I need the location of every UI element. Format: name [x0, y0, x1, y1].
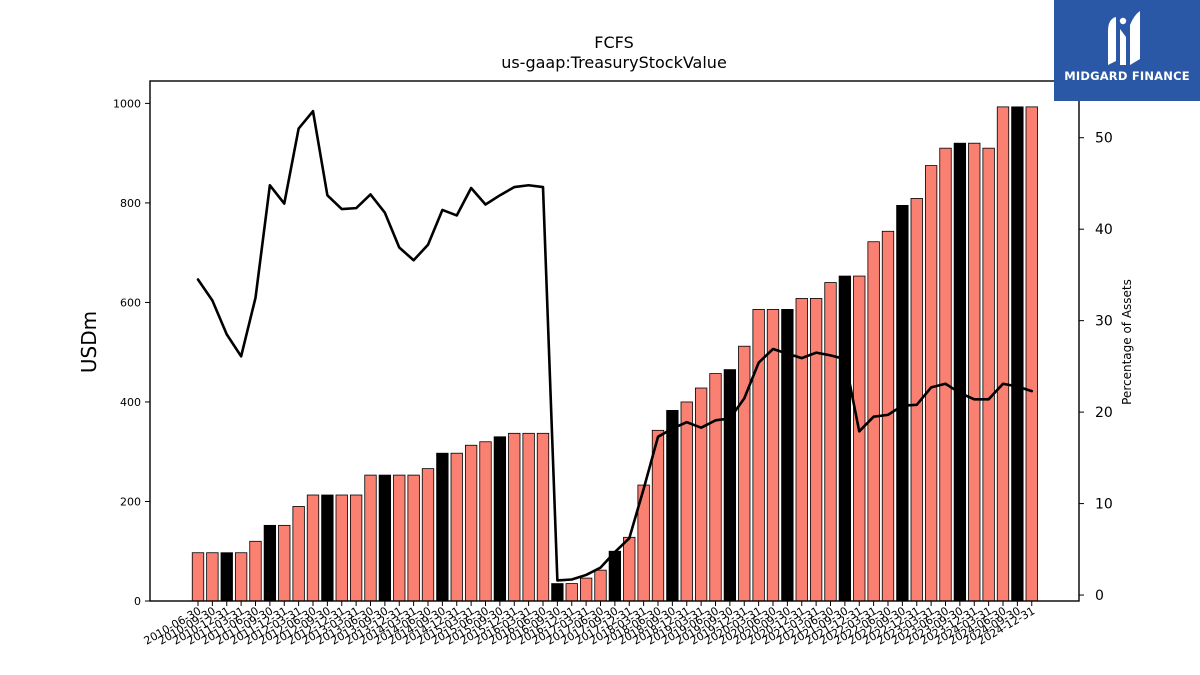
bar-2019-03-31	[694, 387, 708, 602]
bar-2014-06-30	[421, 468, 435, 602]
y2-tick-label: 0	[1095, 588, 1104, 604]
series-line-percentage-of-assets	[196, 109, 1034, 582]
bar-2017-12-31	[623, 536, 636, 602]
bar-2023-06-30	[939, 147, 952, 602]
bar-2019-06-30	[709, 373, 722, 602]
bar-2022-09-30	[896, 204, 909, 602]
bar-2013-06-30	[364, 474, 377, 602]
bar-2010-12-31	[220, 552, 233, 602]
bar-2021-03-31	[809, 298, 823, 602]
bar-2023-09-30	[953, 142, 967, 602]
bar-2021-12-31	[853, 275, 866, 602]
bar-2014-03-31	[407, 474, 420, 602]
chart-subtitle: us-gaap:TreasuryStockValue	[501, 53, 727, 72]
y2-tick-label: 30	[1095, 314, 1113, 330]
bar-2020-12-31	[795, 298, 808, 602]
bar-2023-12-31	[968, 142, 981, 602]
bar-2016-09-30	[551, 583, 564, 602]
y-tick-label: 200	[120, 495, 141, 508]
y2-tick-label: 50	[1095, 131, 1113, 147]
line-layer	[196, 109, 1034, 582]
brand-logo: MIDGARD FINANCE	[1054, 0, 1200, 101]
bar-2024-03-31	[982, 147, 995, 602]
bar-2024-09-30	[1011, 106, 1024, 602]
bar-2012-12-31	[335, 494, 348, 602]
bar-2017-06-30	[594, 569, 607, 602]
y-tick-label: 800	[120, 197, 141, 210]
bar-2012-03-31	[292, 506, 305, 602]
bar-2015-03-31	[464, 444, 478, 602]
bar-2012-06-30	[306, 494, 320, 602]
axes-group: 02004006008001000010203040502010-06-3020…	[113, 80, 1113, 648]
bar-2015-12-31	[508, 432, 521, 602]
bar-2021-09-30	[838, 275, 852, 602]
y-tick-label: 600	[120, 296, 141, 309]
bar-2019-09-30	[723, 369, 737, 602]
bar-2011-03-31	[234, 552, 248, 602]
bar-2011-06-30	[249, 540, 262, 602]
bar-2016-12-31	[565, 583, 578, 602]
bar-2018-12-31	[680, 401, 693, 602]
y-tick-label: 400	[120, 396, 141, 409]
bar-2013-09-30	[378, 474, 392, 602]
bar-2014-09-30	[436, 452, 449, 602]
bar-2011-12-31	[278, 524, 291, 602]
bar-2017-09-30	[608, 550, 622, 602]
logo-mark-icon	[1108, 11, 1140, 65]
bar-2010-09-30	[206, 552, 219, 602]
y2-tick-label: 20	[1095, 405, 1113, 421]
bar-2010-06-30	[191, 552, 205, 602]
bar-2020-03-31	[752, 308, 765, 602]
y-tick-label: 0	[134, 595, 141, 608]
bar-2015-06-30	[479, 441, 492, 602]
bar-2012-09-30	[321, 494, 334, 602]
bar-2013-12-31	[393, 474, 406, 602]
chart-title: FCFS	[594, 33, 633, 52]
bar-2016-06-30	[536, 432, 550, 602]
y2-tick-label: 40	[1095, 222, 1113, 238]
y2-tick-label: 10	[1095, 497, 1113, 513]
logo-text: MIDGARD FINANCE	[1064, 69, 1190, 83]
bars-group	[191, 106, 1038, 602]
bar-2024-06-30	[996, 106, 1010, 602]
bar-2018-09-30	[666, 410, 679, 602]
bar-2013-03-31	[349, 494, 363, 602]
bar-2024-12-31	[1025, 106, 1038, 602]
bar-2017-03-31	[579, 577, 593, 602]
bar-2011-09-30	[263, 524, 277, 602]
bar-2014-12-31	[450, 452, 463, 602]
bar-2023-03-31	[924, 165, 938, 602]
bar-2016-03-31	[522, 432, 535, 602]
y-tick-label: 1000	[113, 97, 141, 110]
bar-2021-06-30	[824, 282, 837, 602]
bar-2015-09-30	[493, 436, 507, 602]
y2-axis-label: Percentage of Assets	[1120, 279, 1134, 405]
y-axis-label: USDm	[77, 311, 101, 373]
bar-2019-12-31	[738, 345, 751, 602]
